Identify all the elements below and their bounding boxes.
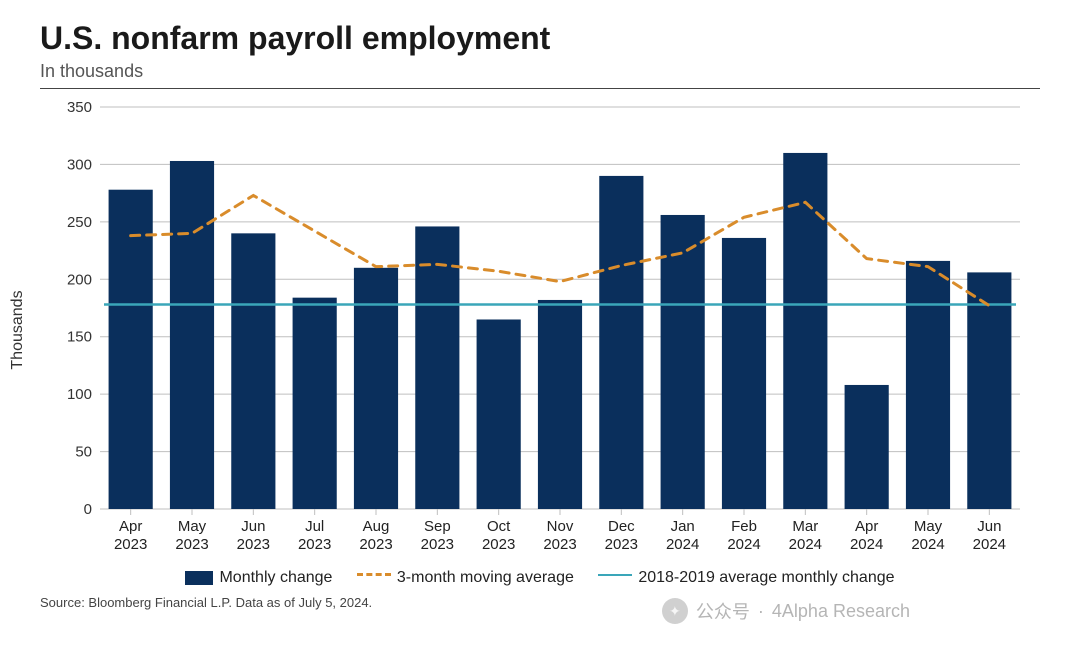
svg-text:2024: 2024 [911,536,944,553]
chart-svg: 050100150200250300350Apr2023May2023Jun20… [40,95,1040,565]
svg-text:Jul: Jul [305,518,324,535]
svg-text:2024: 2024 [727,536,760,553]
bar-swatch-icon [185,571,213,585]
svg-text:2024: 2024 [666,536,699,553]
svg-text:Nov: Nov [547,518,574,535]
legend: Monthly change 3-month moving average 20… [40,569,1040,587]
svg-text:2023: 2023 [421,536,454,553]
svg-text:Jun: Jun [977,518,1001,535]
title-rule [40,88,1040,89]
svg-text:350: 350 [67,99,92,116]
chart-subtitle: In thousands [40,61,1040,82]
line-swatch-icon [598,574,632,576]
legend-item-line: 2018-2019 average monthly change [598,569,894,586]
svg-text:May: May [914,518,943,535]
watermark-sep: · [758,601,764,622]
svg-text:2023: 2023 [359,536,392,553]
svg-text:Jan: Jan [671,518,695,535]
watermark: ✦ 公众号 · 4Alpha Research [662,598,910,624]
svg-text:0: 0 [84,501,92,518]
svg-text:2023: 2023 [175,536,208,553]
svg-text:2024: 2024 [850,536,883,553]
chart-area: Thousands 050100150200250300350Apr2023Ma… [40,95,1040,565]
svg-text:Sep: Sep [424,518,451,535]
wechat-icon: ✦ [662,598,688,624]
legend-label-1: Monthly change [219,569,332,586]
svg-text:250: 250 [67,214,92,231]
legend-item-bars: Monthly change [185,569,336,586]
svg-text:100: 100 [67,386,92,403]
svg-text:50: 50 [75,444,92,461]
y-axis-label: Thousands [9,290,27,369]
svg-text:150: 150 [67,329,92,346]
svg-text:Aug: Aug [363,518,390,535]
svg-text:Apr: Apr [119,518,142,535]
legend-item-dash: 3-month moving average [357,569,578,586]
svg-text:300: 300 [67,156,92,173]
svg-text:Mar: Mar [792,518,818,535]
svg-text:Oct: Oct [487,518,511,535]
svg-text:2023: 2023 [298,536,331,553]
svg-text:2024: 2024 [789,536,822,553]
watermark-label-1: 公众号 [696,598,750,624]
svg-text:Dec: Dec [608,518,635,535]
legend-label-3: 2018-2019 average monthly change [638,569,894,586]
svg-text:2023: 2023 [543,536,576,553]
svg-text:2023: 2023 [114,536,147,553]
svg-text:2023: 2023 [605,536,638,553]
svg-text:Feb: Feb [731,518,757,535]
svg-text:May: May [178,518,207,535]
svg-text:Jun: Jun [241,518,265,535]
svg-text:2023: 2023 [482,536,515,553]
chart-title: U.S. nonfarm payroll employment [40,20,1040,57]
legend-label-2: 3-month moving average [397,569,574,586]
watermark-label-2: 4Alpha Research [772,601,910,622]
svg-text:2024: 2024 [973,536,1006,553]
svg-text:200: 200 [67,271,92,288]
svg-text:2023: 2023 [237,536,270,553]
dash-swatch-icon [357,573,391,576]
svg-text:Apr: Apr [855,518,878,535]
